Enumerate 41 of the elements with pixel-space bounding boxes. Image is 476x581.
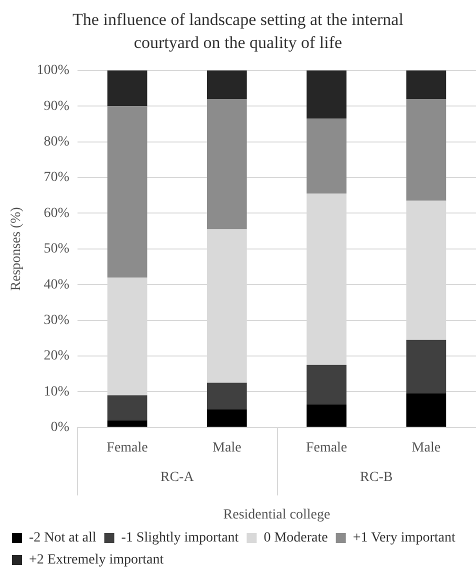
bar <box>406 340 446 394</box>
x-tick-label: Female <box>106 440 148 456</box>
y-tick-label: 80% <box>44 134 70 150</box>
bar <box>206 98 247 230</box>
y-tick-label: 20% <box>44 348 70 364</box>
bar <box>206 70 247 99</box>
legend-label: -1 Slightly important <box>121 530 239 546</box>
legend-label: -2 Not at all <box>29 530 96 546</box>
bar <box>107 395 148 420</box>
y-tick-label: 30% <box>44 312 70 328</box>
y-tick-label: 10% <box>44 384 70 400</box>
bar <box>306 404 346 427</box>
bar <box>406 98 446 201</box>
y-tick-label: 70% <box>44 170 70 186</box>
bar <box>107 70 148 106</box>
bar <box>206 410 247 427</box>
bar <box>406 393 446 427</box>
legend-label: +1 Very important <box>352 530 456 546</box>
bar <box>306 364 346 404</box>
text: RC-B <box>360 470 393 486</box>
y-tick-label: 40% <box>44 277 70 292</box>
y-tick-label: 100% <box>36 63 70 78</box>
legend-label: +2 Extremely important <box>29 552 164 568</box>
y-tick-label: 90% <box>44 98 70 114</box>
bar <box>107 106 148 278</box>
y-tick-label: 0% <box>50 420 70 436</box>
x-tick-label: Male <box>412 440 441 456</box>
legend-label: 0 Moderate <box>264 530 328 546</box>
y-tick-label: 60% <box>44 206 70 221</box>
bar <box>107 420 148 427</box>
bar <box>206 382 247 410</box>
bar <box>306 118 346 194</box>
x-tick-label: Male <box>212 440 242 456</box>
x-axis-title: Residential college <box>223 507 330 522</box>
text: RC-A <box>160 470 195 486</box>
x-tick-label: Female <box>306 440 348 456</box>
bar <box>406 70 446 99</box>
chart-title: The influence of landscape setting at the internal courtyard on the quality of life <box>72 9 404 54</box>
y-tick-label: 50% <box>44 242 70 257</box>
y-axis-title: Responses (%) <box>9 206 24 291</box>
bar <box>306 70 346 119</box>
